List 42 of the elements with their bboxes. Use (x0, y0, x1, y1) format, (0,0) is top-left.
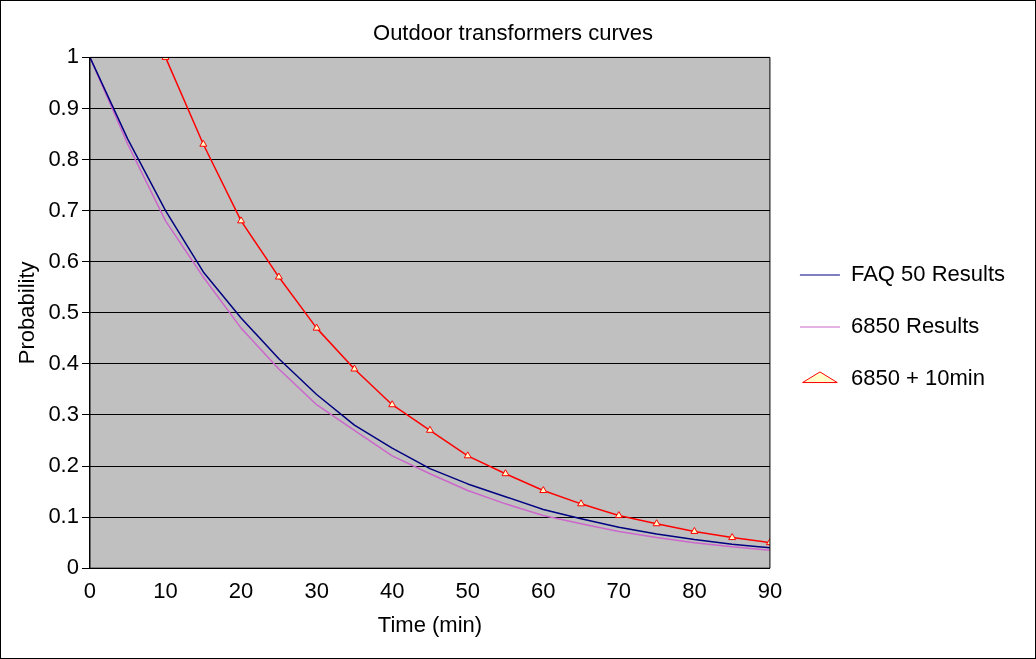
chart-title: Outdoor transformers curves (373, 20, 653, 46)
y-tick-label: 0.2 (48, 452, 79, 478)
point (728, 533, 737, 541)
legend-label: FAQ 50 Results (850, 261, 1006, 287)
point (463, 451, 472, 459)
point (426, 425, 434, 433)
x-tick-label: 40 (379, 578, 405, 604)
point (274, 272, 283, 280)
x-tick-label: 90 (757, 578, 783, 604)
x-tick-label: 70 (606, 578, 632, 604)
x-tick-label: 30 (304, 578, 329, 604)
y-tick-label: 0.5 (48, 298, 79, 324)
x-tick-label: 50 (455, 578, 480, 604)
legend-label: 6850 Results (850, 313, 980, 339)
y-tick-label: 0.1 (48, 503, 79, 529)
x-tick-label: 60 (531, 578, 556, 604)
point (614, 511, 623, 519)
x-tick-label: 80 (682, 578, 707, 604)
y-tick-label: 0.3 (48, 401, 79, 427)
point (312, 323, 321, 331)
y-tick-label: 1 (66, 43, 79, 69)
point (539, 486, 548, 494)
x-tick-label: 0 (83, 578, 97, 604)
y-tick-label: 0.6 (48, 247, 79, 273)
legend-label: 6850 + 10min (850, 365, 985, 391)
point (501, 469, 510, 477)
y-tick-label: 0.7 (48, 196, 79, 222)
x-tick-label: 20 (228, 578, 254, 604)
point (577, 499, 586, 507)
point (652, 519, 661, 527)
y-tick-label: 0.4 (48, 349, 79, 375)
point (237, 216, 246, 224)
x-axis-title: Time (min) (377, 611, 483, 637)
y-tick-label: 0 (66, 554, 79, 580)
point (388, 400, 397, 408)
y-tick-label: 0.9 (48, 94, 79, 120)
y-axis-title: Probability (14, 261, 40, 365)
y-tick-label: 0.8 (48, 145, 79, 171)
point (690, 526, 699, 534)
x-tick-label: 10 (153, 578, 178, 604)
point (199, 139, 208, 147)
point (350, 364, 359, 372)
